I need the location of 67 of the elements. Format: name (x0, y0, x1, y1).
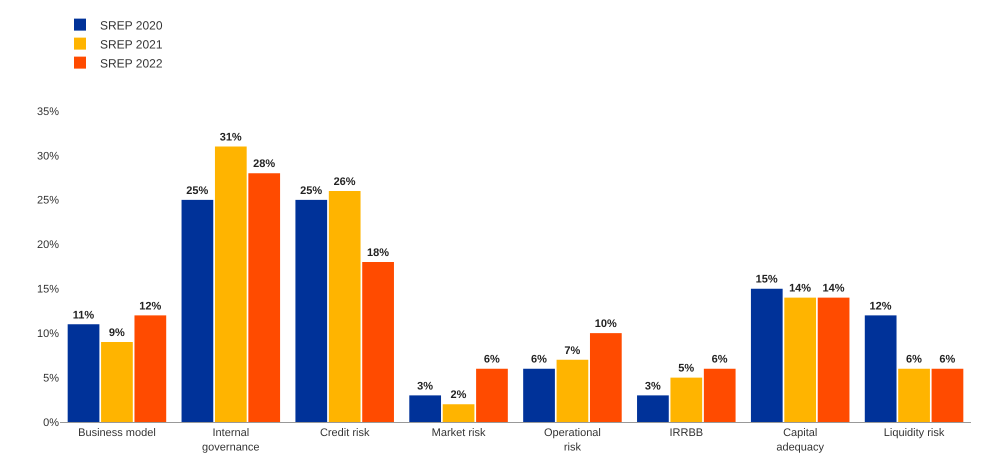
bar (556, 360, 588, 422)
data-label: 26% (334, 176, 356, 188)
data-label: 15% (756, 274, 778, 286)
bar (590, 333, 622, 422)
x-tick-label: Credit risk (320, 427, 370, 440)
data-label: 18% (366, 247, 390, 260)
y-tick-label: 0% (43, 416, 60, 429)
data-label: 11% (72, 309, 94, 322)
data-label: 6% (939, 354, 956, 366)
legend-label: SREP 2021 (100, 37, 163, 52)
data-label: 3% (417, 380, 434, 392)
y-tick-label: 20% (36, 239, 60, 252)
x-tick-label: Market risk (432, 427, 486, 440)
bar (182, 200, 214, 422)
bar (409, 395, 442, 422)
data-label: 14% (789, 282, 812, 295)
x-tick-label: Operational risk (544, 427, 601, 454)
x-tick-label: Internal governance (202, 427, 260, 454)
data-label: 6% (530, 354, 548, 366)
data-label: 12% (870, 300, 892, 312)
x-tick-label: Capital adequacy (776, 427, 825, 454)
bar (750, 288, 783, 422)
bar (898, 368, 930, 422)
data-label: 14% (822, 282, 845, 295)
x-tick-label: Liquidity risk (884, 427, 945, 440)
data-label: 3% (644, 380, 661, 392)
data-label: 10% (594, 318, 617, 330)
x-tick-label: IRRBB (669, 427, 704, 440)
bar (670, 378, 702, 422)
data-label: 6% (712, 354, 728, 366)
bar (637, 395, 669, 422)
bar (295, 200, 328, 422)
data-label: 6% (906, 354, 922, 366)
y-tick-label: 5% (43, 372, 60, 384)
bar (932, 368, 964, 422)
legend-label: SREP 2022 (100, 56, 163, 70)
data-label: 28% (253, 158, 276, 170)
bar (328, 190, 361, 422)
y-tick-label: 10% (36, 328, 60, 340)
y-tick-label: 35% (36, 106, 60, 118)
data-label: 25% (300, 184, 322, 197)
bar (476, 368, 508, 422)
data-label: 12% (139, 300, 162, 312)
x-tick-label: Business model (78, 427, 156, 440)
data-label: 2% (450, 389, 467, 402)
bar (214, 146, 247, 422)
legend-label: SREP 2020 (100, 18, 163, 32)
bar (523, 368, 555, 422)
bar (704, 368, 736, 422)
data-label: 31% (220, 132, 242, 144)
data-label: 7% (564, 344, 580, 357)
bar (362, 262, 394, 422)
bar (68, 324, 100, 422)
bar (864, 315, 897, 422)
data-label: 25% (186, 184, 209, 197)
data-label: 5% (678, 362, 694, 375)
y-tick-label: 15% (36, 284, 60, 296)
bar (442, 404, 474, 422)
y-tick-label: 25% (36, 194, 60, 207)
data-label: 9% (108, 327, 125, 340)
bar (248, 173, 280, 422)
bar (134, 315, 166, 422)
data-label: 6% (484, 354, 500, 366)
bar (818, 298, 850, 422)
bar (784, 298, 816, 422)
bar (101, 342, 133, 422)
y-tick-label: 30% (36, 150, 60, 162)
